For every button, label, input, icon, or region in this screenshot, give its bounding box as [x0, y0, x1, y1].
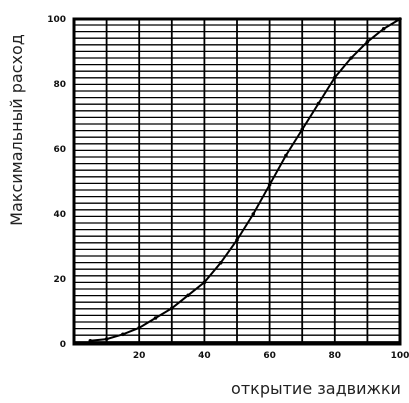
- data-point: [218, 261, 223, 265]
- data-point: [316, 101, 321, 106]
- data-point: [137, 326, 141, 330]
- data-point: [349, 56, 353, 60]
- x-tick-label: 40: [198, 351, 211, 361]
- y-tick-label: 100: [47, 15, 66, 25]
- x-tick-label: 60: [263, 351, 276, 361]
- series-line: [90, 18, 401, 342]
- x-tick-label: 20: [133, 351, 146, 361]
- x-tick-label: 100: [391, 351, 409, 361]
- x-axis-label: открытие задвижки: [231, 379, 401, 398]
- data-point: [365, 40, 370, 44]
- y-tick-label: 20: [53, 275, 66, 285]
- vertical-grid: [105, 19, 369, 344]
- data-point: [267, 183, 272, 187]
- x-tick-labels: 20 40 60 80 100: [133, 351, 409, 361]
- data-point: [284, 153, 288, 158]
- data-series: [88, 17, 402, 343]
- y-tick-labels: 0 20 40 60 80 100: [47, 15, 66, 350]
- data-point: [153, 316, 158, 320]
- data-point: [170, 306, 174, 311]
- plot-frame: [72, 17, 402, 346]
- y-tick-label: 0: [60, 340, 66, 350]
- data-point: [121, 332, 125, 337]
- data-point: [202, 280, 207, 285]
- data-point: [186, 293, 190, 298]
- y-tick-label: 80: [53, 80, 66, 90]
- y-axis-label: Максимальный расход: [7, 34, 26, 226]
- y-tick-label: 60: [53, 145, 66, 155]
- data-point: [251, 212, 256, 216]
- data-point: [235, 238, 239, 242]
- data-point: [381, 27, 386, 31]
- data-point: [88, 339, 93, 343]
- data-point: [104, 337, 109, 341]
- data-point: [300, 127, 305, 132]
- x-tick-label: 80: [329, 351, 342, 361]
- y-tick-label: 40: [53, 210, 66, 220]
- data-point: [333, 75, 337, 80]
